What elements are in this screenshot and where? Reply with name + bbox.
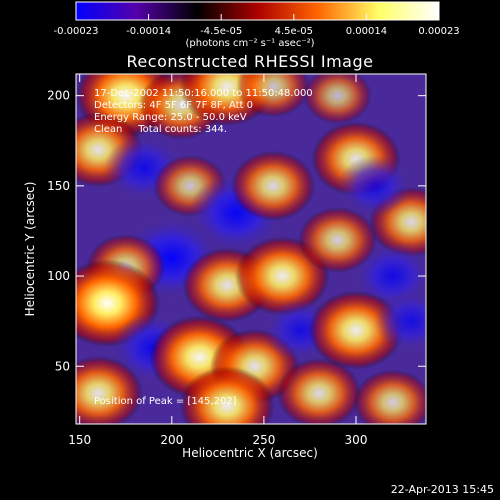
colorbar-tick-label: 0.00014	[345, 26, 388, 37]
y-tick-label: 50	[55, 359, 70, 373]
colorbar-tick-label: -0.00023	[53, 26, 99, 37]
positive-flux-blob	[297, 206, 378, 273]
positive-flux-blob	[353, 369, 426, 424]
positive-flux-blob	[303, 74, 372, 125]
colorbar-tick-label: -0.00014	[126, 26, 172, 37]
y-axis-label: Heliocentric Y (arcsec)	[23, 181, 37, 317]
y-tick-label: 150	[47, 179, 70, 193]
y-tick-label: 200	[47, 89, 70, 103]
positive-flux-blob	[179, 366, 275, 424]
colorbar-tick-label: -4.5e-05	[200, 26, 243, 37]
x-axis-label: Heliocentric X (arcsec)	[182, 446, 318, 460]
annotation-energy: Energy Range: 25.0 - 50.0 keV	[94, 112, 247, 123]
colorbar	[75, 1, 440, 21]
positive-flux-blob	[276, 358, 362, 424]
positive-flux-blob	[236, 74, 311, 118]
annotation-clean: Clean Total counts: 344.	[94, 124, 228, 135]
positive-flux-blob	[230, 150, 316, 222]
negative-flux-blob	[337, 155, 412, 217]
colorbar-tick-label: 0.00023	[418, 26, 460, 37]
colorbar-units: (photons cm⁻² s⁻¹ asec⁻²)	[185, 38, 315, 49]
x-tick-label: 200	[160, 433, 183, 447]
positive-flux-blob	[76, 355, 143, 424]
annotation-time: 17-Dec-2002 11:50:16.000 to 11:50:48.000	[94, 88, 313, 99]
footer-timestamp: 22-Apr-2013 15:45	[390, 483, 494, 496]
negative-flux-blob	[374, 290, 426, 352]
x-tick-label: 300	[345, 433, 368, 447]
colorbar-tick-label: 4.5e-05	[274, 26, 313, 37]
y-tick-label: 100	[47, 269, 70, 283]
x-tick-label: 250	[252, 433, 275, 447]
chart-title: Reconstructed RHESSI Image	[126, 52, 374, 71]
annotation-peak: Position of Peak = [145,202]	[94, 396, 237, 407]
x-tick-label: 150	[68, 433, 91, 447]
annotation-detectors: Detectors: 4F 5F 6F 7F 8F, Att 0	[94, 100, 254, 111]
